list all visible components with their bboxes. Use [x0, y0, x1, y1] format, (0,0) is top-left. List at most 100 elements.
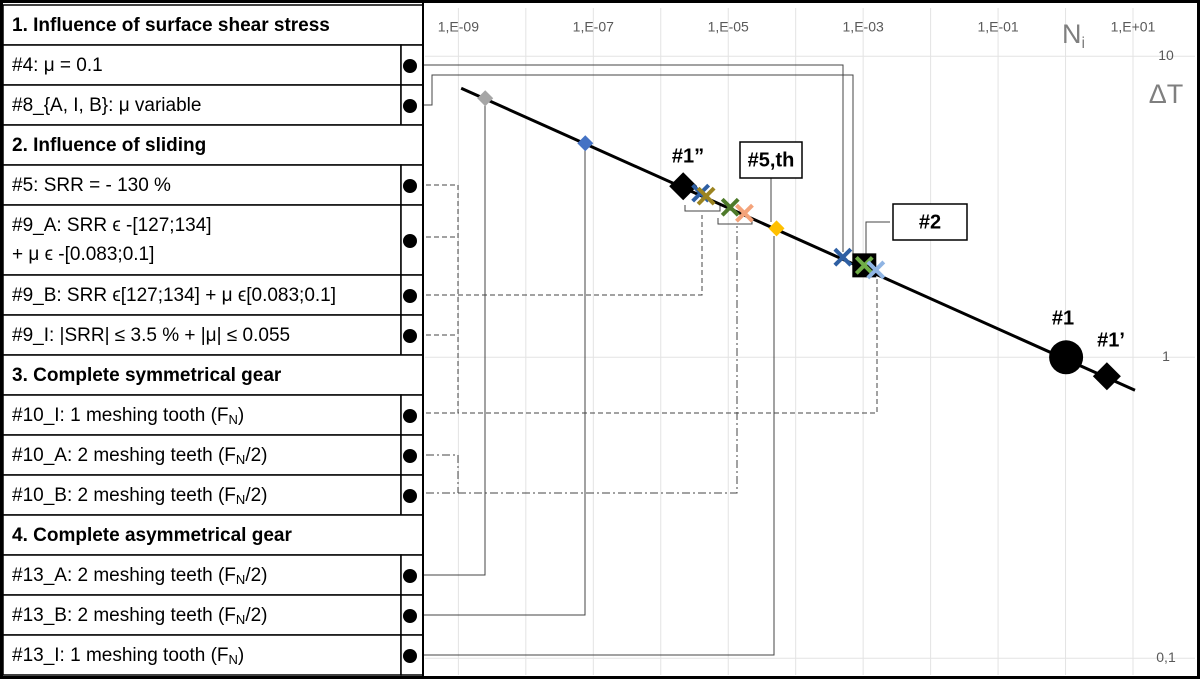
annotation-box [739, 141, 803, 179]
point [696, 186, 716, 206]
point [720, 197, 740, 217]
item-label: #4: μ = 0.1 [12, 55, 103, 76]
label-sub: N [229, 652, 238, 667]
section-title: 2. Influence of sliding [12, 135, 206, 156]
label-text: ) [238, 645, 244, 666]
label-text: N [1062, 19, 1082, 49]
label-text: #9_B: SRR ϵ[127;134] + μ ϵ[0.083;0.1] [12, 285, 336, 306]
x-tick-label: 1,E+01 [1111, 19, 1156, 35]
connector [865, 221, 890, 254]
trend-line [460, 86, 1136, 392]
label-text: #9_I: |SRR| ≤ 3.5 % + |μ| ≤ 0.055 [12, 325, 290, 346]
point [577, 135, 594, 152]
connector [410, 226, 738, 494]
item-dot [403, 489, 417, 503]
label-text: /2) [245, 605, 267, 626]
y-tick-label: 0,1 [1156, 649, 1176, 665]
item-dot [403, 569, 417, 583]
item-label: #9_A: SRR ϵ -[127;134] [12, 215, 212, 236]
item-label: #13_A: 2 meshing teeth (FN/2) [12, 565, 268, 587]
item-label: + μ ϵ -[0.083;0.1] [12, 244, 154, 265]
item-dot [403, 449, 417, 463]
annotation-box [892, 203, 968, 241]
item-row [2, 204, 402, 276]
item-row [2, 84, 402, 126]
point [735, 203, 754, 223]
point [866, 260, 886, 280]
label-text: /2) [245, 485, 267, 506]
section-row [2, 354, 424, 396]
label-text: ) [238, 405, 244, 426]
grid [425, 8, 1195, 675]
point [833, 247, 853, 267]
point [1049, 340, 1084, 375]
bracket [684, 205, 721, 212]
label-text: #13_A: 2 meshing teeth (F [12, 565, 236, 586]
item-row [2, 634, 402, 676]
item-row [2, 554, 402, 596]
y-axis-label: ΔT [1149, 79, 1184, 109]
point-cross [854, 255, 874, 275]
section-title: 3. Complete symmetrical gear [12, 365, 282, 386]
annotation: #5,th [748, 149, 795, 171]
point [768, 220, 785, 237]
x-axis-label: Ni [1062, 19, 1085, 52]
item-label: #8_{A, I, B}: μ variable [12, 95, 201, 116]
item-dot [403, 234, 417, 248]
item-label: #13_I: 1 meshing tooth (FN) [12, 645, 244, 667]
y-tick-label: 10 [1158, 47, 1174, 63]
x-tick-label: 1,E-07 [573, 19, 614, 35]
item-dot [403, 59, 417, 73]
item-row [2, 164, 402, 206]
annotation: #1” [672, 145, 704, 167]
connector [410, 64, 844, 252]
x-tick-label: 1,E-01 [977, 19, 1018, 35]
y-tick-label: 1 [1162, 348, 1170, 364]
item-label: #13_B: 2 meshing teeth (FN/2) [12, 605, 268, 627]
x-tick-label: 1,E-03 [843, 19, 884, 35]
label-text: #8_{A, I, B}: μ variable [12, 95, 201, 116]
item-dot [403, 99, 417, 113]
connector [410, 74, 854, 260]
label-sub: N [236, 452, 245, 467]
item-row [2, 594, 402, 636]
item-label: #10_A: 2 meshing teeth (FN/2) [12, 445, 268, 467]
item-row [2, 274, 402, 316]
label-sub: i [1082, 35, 1086, 52]
label-text: /2) [245, 445, 267, 466]
label-text: #10_B: 2 meshing teeth (F [12, 485, 236, 506]
x-tick-label: 1,E-09 [438, 19, 479, 35]
item-row [2, 44, 402, 86]
connector [410, 236, 775, 656]
label-text: #13_I: 1 meshing tooth (F [12, 645, 229, 666]
connector [410, 184, 878, 414]
connector [410, 149, 586, 616]
legend-table: 1. Influence of surface shear stress #4: … [2, 4, 424, 676]
item-label: #5: SRR = - 130 % [12, 175, 171, 196]
label-text: #5: SRR = - 130 % [12, 175, 171, 196]
item-dot [403, 329, 417, 343]
item-label: #9_I: |SRR| ≤ 3.5 % + |μ| ≤ 0.055 [12, 325, 290, 346]
connector [410, 454, 459, 493]
item-dot [403, 609, 417, 623]
item-label: #9_B: SRR ϵ[127;134] + μ ϵ[0.083;0.1] [12, 285, 336, 306]
item-row [2, 314, 402, 356]
item-label: #10_B: 2 meshing teeth (FN/2) [12, 485, 268, 507]
section-row [2, 514, 424, 556]
section-title: 1. Influence of surface shear stress [12, 15, 330, 36]
item-label: #10_I: 1 meshing tooth (FN) [12, 405, 244, 427]
label-text: #10_I: 1 meshing tooth (F [12, 405, 229, 426]
x-tick-label: 1,E-05 [708, 19, 749, 35]
label-sub: N [236, 492, 245, 507]
item-dot [403, 289, 417, 303]
label-text: #10_A: 2 meshing teeth (F [12, 445, 236, 466]
item-dot [403, 649, 417, 663]
connectors [410, 64, 890, 656]
point [477, 90, 494, 107]
point [1092, 362, 1121, 391]
annotation: #1 [1052, 307, 1074, 329]
label-text: /2) [245, 565, 267, 586]
label-sub: N [236, 572, 245, 587]
